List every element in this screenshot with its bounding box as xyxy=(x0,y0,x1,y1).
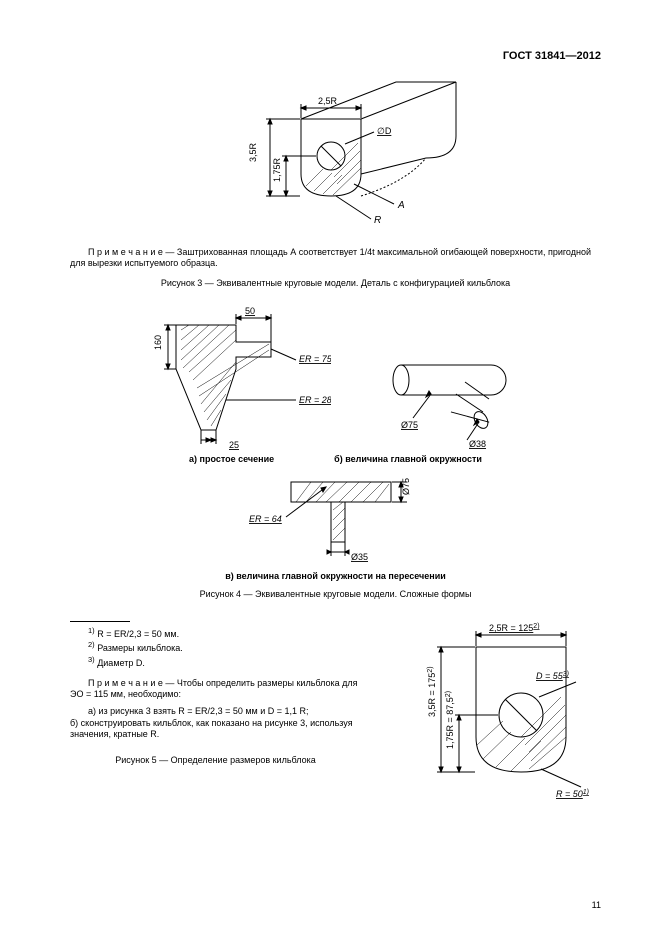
fig3-note: П р и м е ч а н и е — Заштрихованная пло… xyxy=(70,247,601,270)
dim-175r: 1,75R xyxy=(272,157,282,182)
figure-5: 2,5R = 1252) D = 553) 3,5R = 1752) 1,75R… xyxy=(381,617,601,807)
pnote-b: б) сконструировать кильблок, как показан… xyxy=(70,718,361,741)
note3: Диаметр D. xyxy=(97,658,145,668)
d160: 160 xyxy=(153,334,163,349)
d25: 25 xyxy=(229,440,239,450)
note2: Размеры кильблока. xyxy=(97,643,183,653)
figure-4-top: 50 160 25 ER = 75 ER = 28 Ø75 Ø38 xyxy=(70,300,601,450)
pnote-a: а) из рисунка 3 взять R = ER/2,3 = 50 мм… xyxy=(70,706,361,718)
sub-b: б) величина главной окружности xyxy=(334,454,482,464)
label-r: R xyxy=(374,215,381,226)
figure-3: 2,5R ∅D 3,5R 1,75R A R xyxy=(70,74,601,241)
dim-25r: 2,5R xyxy=(318,96,338,106)
d38-cyl: Ø38 xyxy=(469,439,486,449)
er75: ER = 75 xyxy=(299,354,331,364)
standard-header: ГОСТ 31841—2012 xyxy=(70,50,601,62)
sub-c: в) величина главной окружности на пересе… xyxy=(70,571,601,581)
d35b: Ø35 xyxy=(351,552,368,562)
label-a: A xyxy=(397,200,405,211)
dim-od: ∅D xyxy=(377,126,392,136)
dim5-w: 2,5R = 1252) xyxy=(489,623,540,633)
dim-35r: 3,5R xyxy=(248,142,258,162)
page-number: 11 xyxy=(592,900,601,910)
dim5-h1: 3,5R = 1752) xyxy=(427,666,437,717)
dim5-d: D = 553) xyxy=(536,671,569,681)
fig5-text-block: 1) R = ER/2,3 = 50 мм. 2) Размеры кильбл… xyxy=(70,617,361,779)
d50: 50 xyxy=(245,306,255,316)
fig3-caption: Рисунок 3 — Эквивалентные круговые модел… xyxy=(70,278,601,288)
d75-cyl: Ø75 xyxy=(401,420,418,430)
sub-a: а) простое сечение xyxy=(189,454,274,464)
d75b: Ø75 xyxy=(401,477,411,494)
fig4-sublabels: а) простое сечение б) величина главной о… xyxy=(70,454,601,464)
er64: ER = 64 xyxy=(249,514,282,524)
dim5-r: R = 501) xyxy=(556,789,589,799)
note1: R = ER/2,3 = 50 мм. xyxy=(97,629,179,639)
dim5-h2: 1,75R = 87,52) xyxy=(445,690,455,748)
fig4-caption: Рисунок 4 — Эквивалентные круговые модел… xyxy=(70,589,601,599)
figure-4-bottom: ER = 64 Ø75 Ø35 в) величина главной окру… xyxy=(70,472,601,581)
fig5-caption: Рисунок 5 — Определение размеров кильбло… xyxy=(70,755,361,767)
er28: ER = 28 xyxy=(299,395,331,405)
pnote: П р и м е ч а н и е — Чтобы определить р… xyxy=(70,678,361,701)
